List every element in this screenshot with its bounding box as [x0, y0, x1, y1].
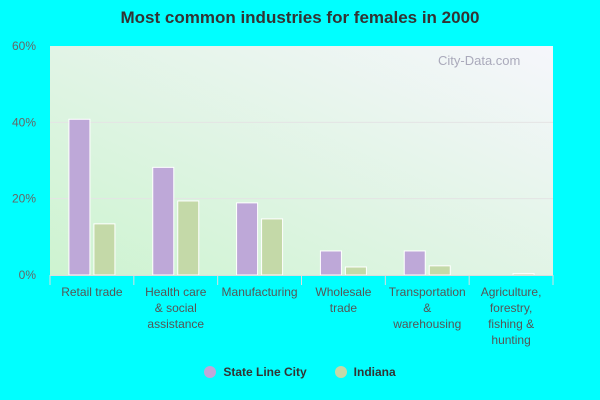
- bar-state-line-city: [319, 250, 342, 276]
- x-category-label: Wholesale: [315, 285, 371, 299]
- x-category-label: Transportation: [389, 285, 466, 299]
- legend-swatch: [334, 366, 347, 378]
- legend-label: State Line City: [223, 365, 307, 379]
- legend-swatch: [204, 366, 217, 378]
- y-tick-label: 20%: [12, 192, 36, 206]
- y-tick-label: 40%: [12, 115, 36, 129]
- x-category-label: Retail trade: [61, 285, 123, 299]
- bar-indiana: [177, 200, 200, 276]
- x-category-label: & social: [155, 301, 197, 315]
- x-category-label: assistance: [147, 317, 204, 331]
- x-category-label: trade: [330, 301, 358, 315]
- legend-item-state-line-city: State Line City: [204, 365, 307, 379]
- bar-indiana: [428, 265, 451, 276]
- legend-item-indiana: Indiana: [334, 365, 396, 379]
- legend-label: Indiana: [353, 365, 396, 379]
- x-category-label: Health care: [145, 285, 207, 299]
- x-category-label: &: [423, 301, 431, 315]
- bar-indiana: [512, 272, 535, 276]
- x-category-label: hunting: [491, 333, 530, 347]
- x-category-label: fishing &: [488, 317, 534, 331]
- bar-state-line-city: [236, 202, 259, 276]
- x-category-label: Agriculture,: [481, 285, 542, 299]
- chart-title: Most common industries for females in 20…: [120, 8, 480, 27]
- plot-area: [50, 46, 553, 275]
- bar-indiana: [344, 266, 367, 276]
- legend: State Line City Indiana: [0, 365, 600, 379]
- x-category-label: forestry,: [490, 301, 532, 315]
- bar-state-line-city: [152, 166, 175, 276]
- bar-indiana: [93, 223, 116, 276]
- bar-state-line-city: [68, 118, 91, 276]
- x-category-label: Manufacturing: [222, 285, 298, 299]
- y-tick-label: 0%: [19, 268, 37, 282]
- watermark: City-Data.com: [438, 53, 521, 68]
- bar-indiana: [261, 218, 284, 276]
- y-tick-label: 60%: [12, 39, 36, 53]
- x-category-label: warehousing: [392, 317, 461, 331]
- bar-state-line-city: [403, 250, 426, 276]
